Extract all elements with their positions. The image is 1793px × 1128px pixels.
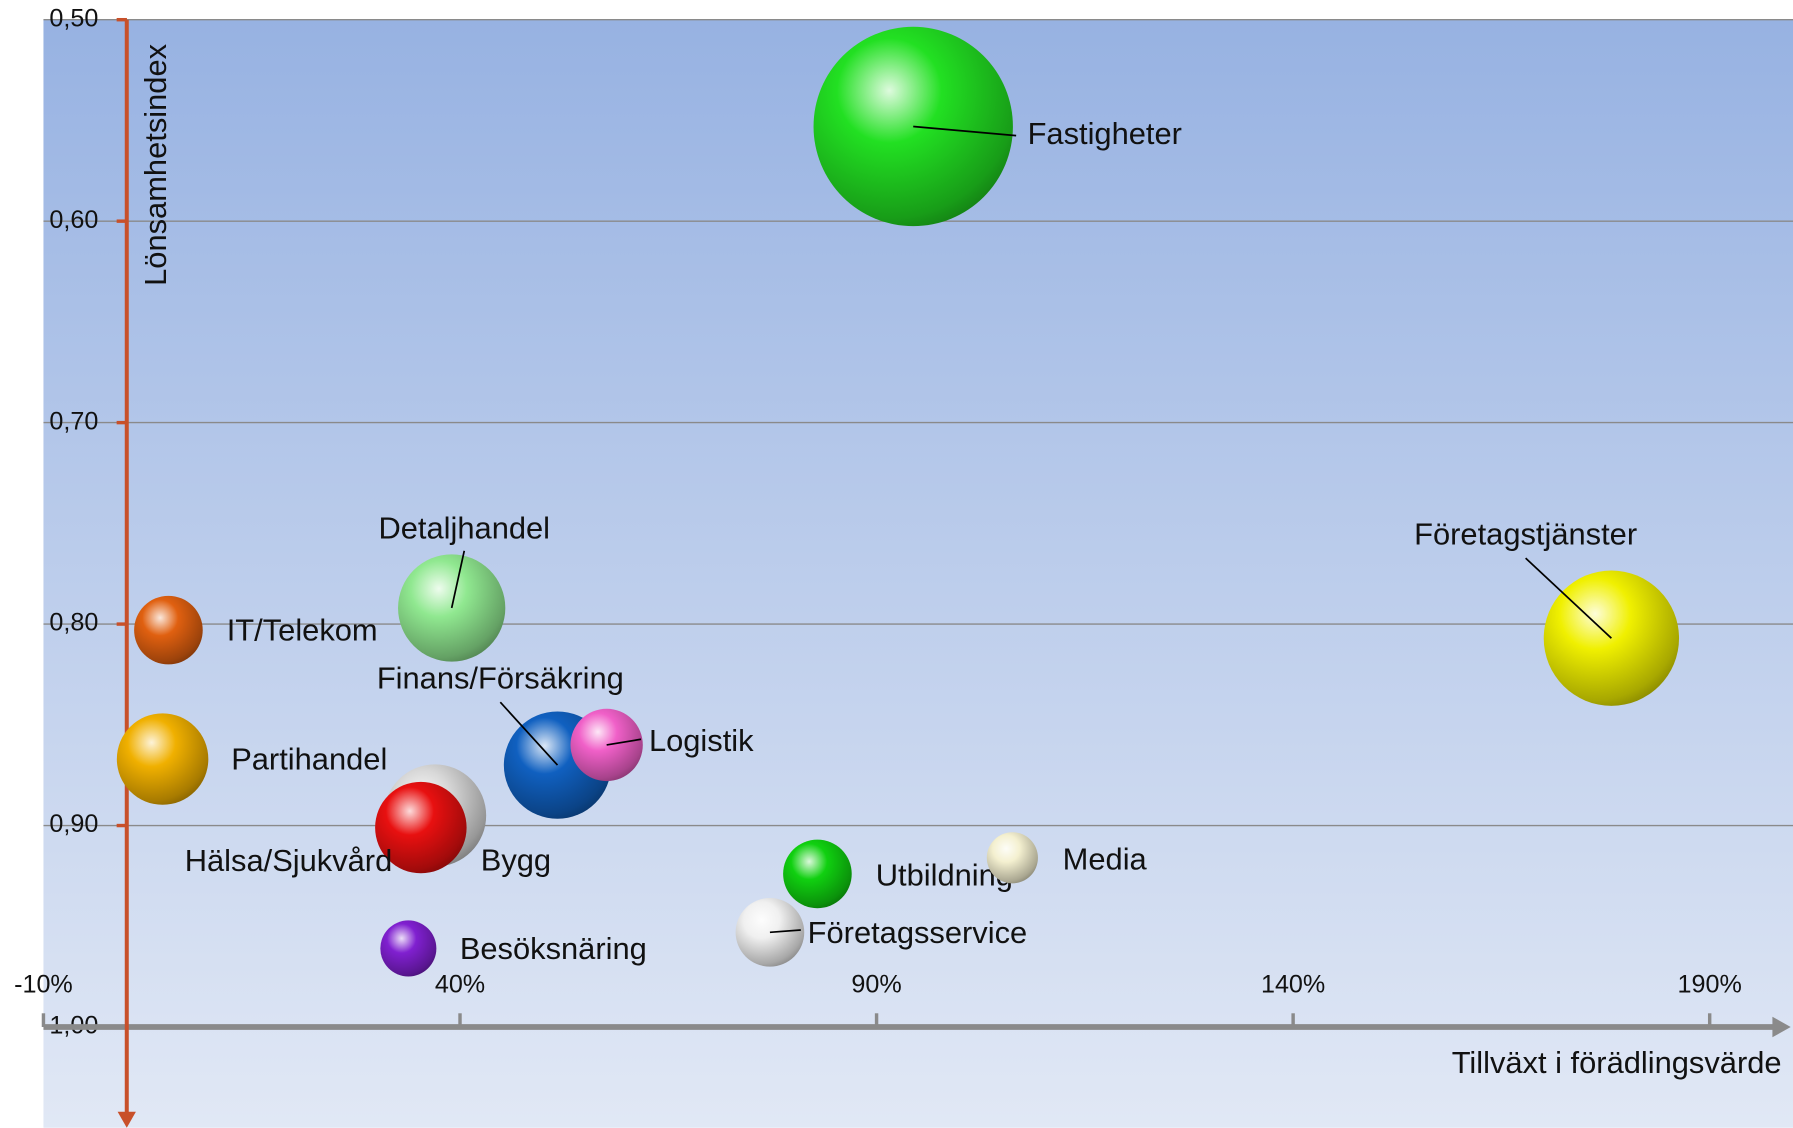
bubble <box>735 898 805 967</box>
bubble <box>1543 570 1680 706</box>
bubble <box>986 832 1038 884</box>
bubble <box>783 839 852 909</box>
data-label: Media <box>1063 841 1148 876</box>
x-tick-label: 40% <box>435 970 485 998</box>
data-label: Fastigheter <box>1028 116 1182 151</box>
y-tick-label: 0,50 <box>49 4 98 32</box>
y-tick-label: 0,90 <box>49 810 98 838</box>
leader-line <box>606 738 642 746</box>
data-label: Företagsservice <box>808 915 1028 950</box>
y-tick-label: 0,60 <box>49 206 98 234</box>
bubble <box>134 595 203 665</box>
data-label: Företagstjänster <box>1414 517 1637 552</box>
data-label: IT/Telekom <box>227 613 378 648</box>
x-axis-title: Tillväxt i förädlingsvärde <box>1452 1045 1782 1080</box>
data-label: Bygg <box>481 843 551 878</box>
data-label: Finans/Försäkring <box>377 661 624 696</box>
x-tick-label: 140% <box>1261 970 1325 998</box>
leader-line <box>1525 557 1612 639</box>
x-axis-arrow <box>1772 1016 1791 1038</box>
x-tick-label: -10% <box>14 970 73 998</box>
data-label: Hälsa/Sjukvård <box>185 843 393 878</box>
leader-line <box>769 929 801 934</box>
bubble <box>380 920 437 977</box>
data-label: Besöksnäring <box>460 931 647 966</box>
data-label: Detaljhandel <box>378 510 550 545</box>
leader-line <box>913 125 1017 137</box>
y-tick-label: 0,80 <box>49 609 98 637</box>
leader-line <box>450 550 466 609</box>
bubble <box>375 781 467 874</box>
y-axis-arrow <box>117 1111 136 1128</box>
x-tick-label: 90% <box>851 970 901 998</box>
leader-line <box>499 701 559 766</box>
bubble <box>116 713 209 805</box>
x-tick-label: 190% <box>1678 970 1742 998</box>
data-label: Partihandel <box>231 742 387 777</box>
y-axis-title: Lönsamhetsindex <box>138 43 173 285</box>
data-label: Logistik <box>649 723 754 758</box>
bubble <box>398 554 506 662</box>
y-tick-label: 0,70 <box>49 407 98 435</box>
